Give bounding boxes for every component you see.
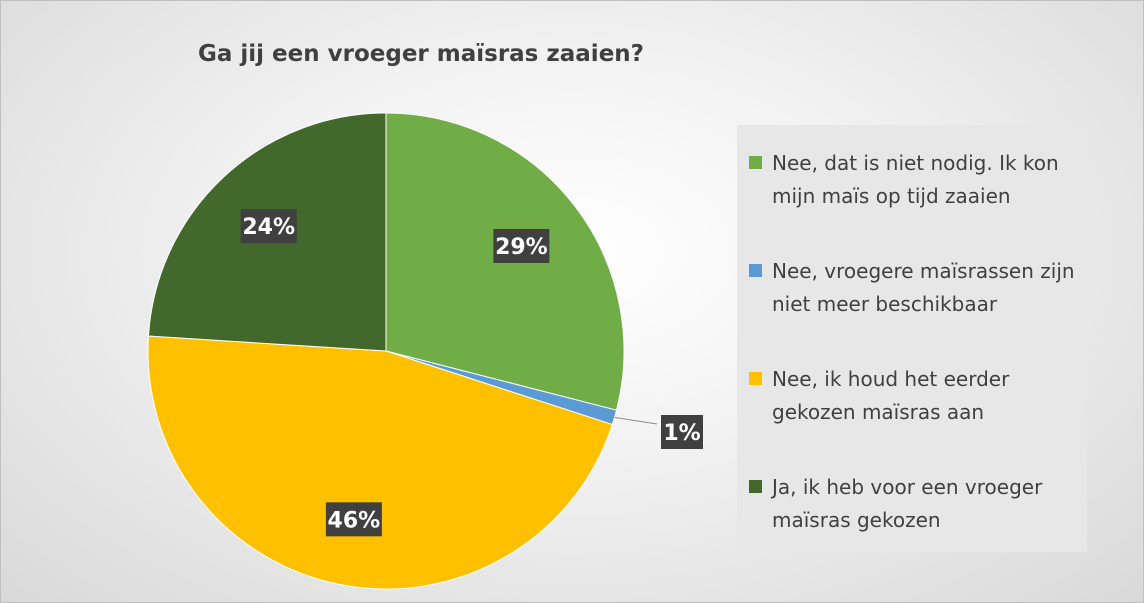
chart-legend: Nee, dat is niet nodig. Ik kon mijn maïs…	[737, 125, 1087, 552]
svg-text:24%: 24%	[242, 215, 295, 240]
legend-label: Ja, ik heb voor een vroeger maïsras geko…	[772, 475, 1043, 532]
legend-swatch	[749, 480, 762, 493]
legend-item-unavailable: Nee, vroegere maïsrassen zijn niet meer …	[749, 255, 1087, 321]
data-label-leader-line	[614, 416, 658, 425]
data-label-keep-chosen: 46%	[325, 502, 382, 537]
legend-item-not-needed: Nee, dat is niet nodig. Ik kon mijn maïs…	[749, 147, 1087, 213]
legend-item-chose-early: Ja, ik heb voor een vroeger maïsras geko…	[749, 471, 1087, 537]
legend-label: Nee, vroegere maïsrassen zijn niet meer …	[772, 259, 1075, 316]
data-label-chose-early: 24%	[240, 209, 297, 244]
chart-title: Ga jij een vroeger maïsras zaaien?	[197, 41, 645, 67]
svg-text:46%: 46%	[328, 508, 381, 533]
data-label-not-needed: 29%	[493, 228, 550, 263]
legend-swatch	[749, 264, 762, 277]
legend-label: Nee, dat is niet nodig. Ik kon mijn maïs…	[772, 151, 1059, 208]
pie-slice-keep-chosen	[147, 335, 613, 590]
legend-swatch	[749, 156, 762, 169]
svg-text:29%: 29%	[495, 235, 548, 260]
svg-text:1%: 1%	[663, 421, 700, 446]
data-label-unavailable: 1%	[661, 415, 703, 449]
legend-item-keep-chosen: Nee, ik houd het eerder gekozen maïsras …	[749, 363, 1087, 429]
legend-label: Nee, ik houd het eerder gekozen maïsras …	[772, 367, 1010, 424]
legend-swatch	[749, 372, 762, 385]
